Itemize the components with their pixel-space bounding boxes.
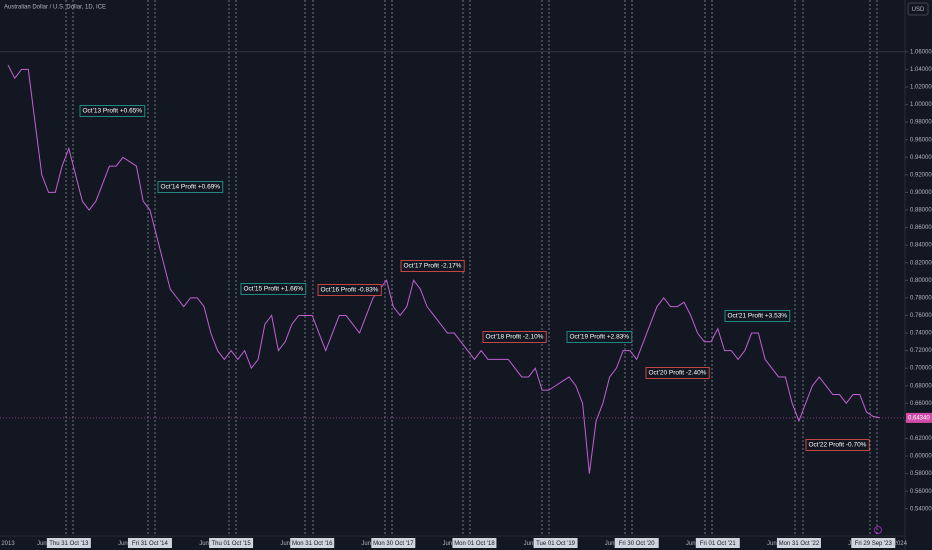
annotation-box [400, 260, 465, 272]
y-tick-label: 0.54000 [910, 506, 932, 512]
x-tick-label: Fri 29 Sep '23 [855, 541, 893, 547]
y-tick-label: 0.76000 [910, 313, 932, 319]
x-tick-label: Mon 31 Oct '22 [779, 541, 820, 547]
price-line-series [7, 64, 881, 474]
chart-title: Australian Dollar / U.S. Dollar, 1D, ICE [4, 5, 106, 11]
x-tick-label: Jun [199, 541, 209, 547]
y-tick-label: 0.94000 [910, 155, 932, 161]
x-tick-label: Jun [361, 541, 371, 547]
x-tick-label: Jun [524, 541, 534, 547]
x-tick-highlight [209, 538, 254, 548]
x-tick-highlight [371, 538, 416, 548]
x-tick-label: Jun [280, 541, 290, 547]
x-tick-label: Fri 01 Oct '21 [700, 541, 736, 547]
annotation: Oct'17 Profit -2.17% [404, 263, 462, 270]
x-tick-label: Tue 01 Oct '19 [536, 541, 576, 547]
y-tick-label: 0.80000 [910, 278, 932, 284]
x-tick-highlight [851, 538, 896, 548]
x-tick-label: Mon 31 Oct '16 [292, 541, 333, 547]
annotation-box [317, 284, 382, 296]
y-tick-label: 0.86000 [910, 225, 932, 231]
x-tick-label: Mon 01 Oct '18 [454, 541, 495, 547]
annotation-box [645, 367, 710, 379]
x-tick-highlight [290, 538, 335, 548]
annotation: Oct'14 Profit +0.69% [161, 184, 221, 191]
annotation: Oct'13 Profit +0.65% [83, 108, 143, 115]
currency: USD [912, 7, 925, 13]
annotation: Oct'19 Profit +2.83% [570, 334, 630, 341]
x-tick-highlight [127, 538, 172, 548]
annotation-box [240, 283, 307, 295]
y-tick-label: 0.66000 [910, 401, 932, 407]
y-tick-label: 1.00000 [910, 102, 932, 108]
x-tick-label: Jun [37, 541, 47, 547]
y-tick-label: 0.88000 [910, 208, 932, 214]
y-tick-label: 1.06000 [910, 49, 932, 55]
x-tick-highlight [776, 538, 821, 548]
annotation: Oct'21 Profit +3.53% [728, 313, 788, 320]
event-icon [874, 526, 882, 534]
y-tick-label: 1.04000 [910, 67, 932, 73]
y-tick-label: 0.60000 [910, 454, 932, 460]
annotation: Oct'15 Profit +1.66% [244, 286, 304, 293]
x-tick-highlight [695, 538, 740, 548]
x-tick-label: Jun [118, 541, 128, 547]
annotation: Oct'16 Profit -0.83% [321, 287, 379, 294]
y-tick-label: 0.90000 [910, 190, 932, 196]
y-tick-label: 0.84000 [910, 243, 932, 249]
annotation: Oct'18 Profit -2.10% [486, 334, 544, 341]
y-tick-label: 0.92000 [910, 172, 932, 178]
annotation-box [805, 439, 870, 451]
x-tick-label: 2013 [1, 541, 15, 547]
y-tick-label: 0.74000 [910, 331, 932, 337]
y-tick-label: 0.70000 [910, 366, 932, 372]
x-tick-highlight [46, 538, 91, 548]
x-tick-label: Fri 30 Oct '20 [619, 541, 655, 547]
y-tick-label: 0.56000 [910, 489, 932, 495]
y-tick-label: 1.02000 [910, 85, 932, 91]
x-tick-label: Jun [767, 541, 777, 547]
x-tick-highlight [533, 538, 578, 548]
annotation-box [157, 181, 224, 193]
x-tick-highlight [452, 538, 497, 548]
last-price-box [906, 412, 932, 423]
y-tick-label: 0.96000 [910, 137, 932, 143]
annotation-box [79, 105, 146, 117]
y-tick-label: 0.68000 [910, 383, 932, 389]
x-tick-label: Thu 31 Oct '13 [49, 541, 89, 547]
y-tick-label: 0.62000 [910, 436, 932, 442]
annotation-box [566, 331, 633, 343]
x-tick-label: Thu 01 Oct '15 [211, 541, 251, 547]
y-tick-label: 0.78000 [910, 295, 932, 301]
annotation: Oct'20 Profit -2.40% [649, 370, 707, 377]
y-tick-label: 0.72000 [910, 348, 932, 354]
x-tick-label: Mon 30 Oct '17 [373, 541, 414, 547]
last-price-label: 0.64340 [908, 415, 930, 421]
annotation-box [724, 310, 791, 322]
y-tick-label: 0.58000 [910, 471, 932, 477]
annotation: Oct'22 Profit -0.70% [809, 442, 867, 449]
y-tick-label: 0.82000 [910, 260, 932, 266]
currency-box [907, 2, 929, 16]
x-tick-label: Fri 31 Oct '14 [132, 541, 168, 547]
annotation-box [482, 331, 547, 343]
x-tick-highlight [614, 538, 659, 548]
x-tick-label: 2024 [894, 541, 908, 547]
x-tick-label: Jun [605, 541, 615, 547]
y-tick-label: 0.98000 [910, 120, 932, 126]
x-tick-label: Jun [686, 541, 696, 547]
x-tick-label: Jun [443, 541, 453, 547]
